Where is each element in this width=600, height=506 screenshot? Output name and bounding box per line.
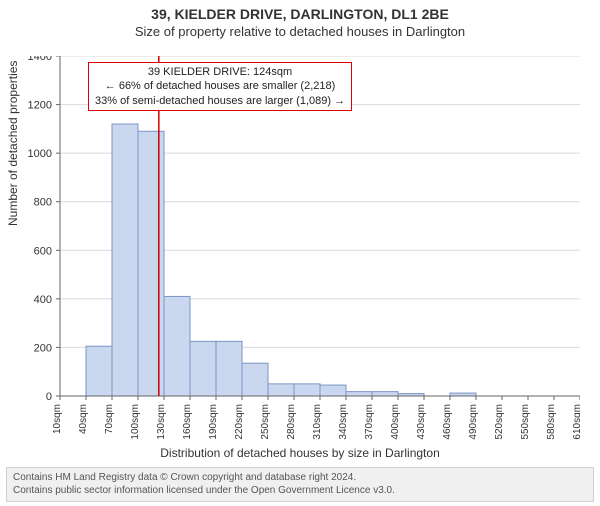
title-subtitle: Size of property relative to detached ho… <box>0 24 600 39</box>
svg-text:0: 0 <box>46 391 52 403</box>
x-axis-label: Distribution of detached houses by size … <box>0 446 600 460</box>
svg-text:400: 400 <box>34 294 52 306</box>
svg-text:160sqm: 160sqm <box>182 404 193 440</box>
svg-text:600: 600 <box>34 245 52 257</box>
annotation-line2: ← 66% of detached houses are smaller (2,… <box>95 79 345 93</box>
annotation-line1: 39 KIELDER DRIVE: 124sqm <box>95 65 345 79</box>
svg-text:1200: 1200 <box>28 100 52 112</box>
svg-text:490sqm: 490sqm <box>468 404 479 440</box>
svg-text:250sqm: 250sqm <box>260 404 271 440</box>
svg-text:800: 800 <box>34 197 52 209</box>
svg-text:1400: 1400 <box>28 56 52 63</box>
svg-text:200: 200 <box>34 342 52 354</box>
svg-text:430sqm: 430sqm <box>416 404 427 440</box>
svg-text:130sqm: 130sqm <box>156 404 167 440</box>
annotation-line3: 33% of semi-detached houses are larger (… <box>95 94 345 108</box>
svg-text:460sqm: 460sqm <box>442 404 453 440</box>
title-address: 39, KIELDER DRIVE, DARLINGTON, DL1 2BE <box>0 6 600 22</box>
svg-text:520sqm: 520sqm <box>494 404 505 440</box>
svg-text:310sqm: 310sqm <box>312 404 323 440</box>
svg-text:610sqm: 610sqm <box>572 404 580 440</box>
footer-box: Contains HM Land Registry data © Crown c… <box>6 467 594 502</box>
svg-text:580sqm: 580sqm <box>546 404 557 440</box>
svg-text:280sqm: 280sqm <box>286 404 297 440</box>
footer-line2: Contains public sector information licen… <box>13 485 587 498</box>
svg-text:370sqm: 370sqm <box>364 404 375 440</box>
svg-text:550sqm: 550sqm <box>520 404 531 440</box>
svg-text:400sqm: 400sqm <box>390 404 401 440</box>
svg-text:1000: 1000 <box>28 148 52 160</box>
svg-text:190sqm: 190sqm <box>208 404 219 440</box>
annotation-box: 39 KIELDER DRIVE: 124sqm ← 66% of detach… <box>88 62 352 111</box>
svg-text:10sqm: 10sqm <box>52 404 63 434</box>
y-axis-label: Number of detached properties <box>6 61 20 226</box>
svg-text:100sqm: 100sqm <box>130 404 141 440</box>
svg-text:220sqm: 220sqm <box>234 404 245 440</box>
svg-text:70sqm: 70sqm <box>104 404 115 434</box>
svg-text:340sqm: 340sqm <box>338 404 349 440</box>
footer-line1: Contains HM Land Registry data © Crown c… <box>13 472 587 485</box>
svg-text:40sqm: 40sqm <box>78 404 89 434</box>
